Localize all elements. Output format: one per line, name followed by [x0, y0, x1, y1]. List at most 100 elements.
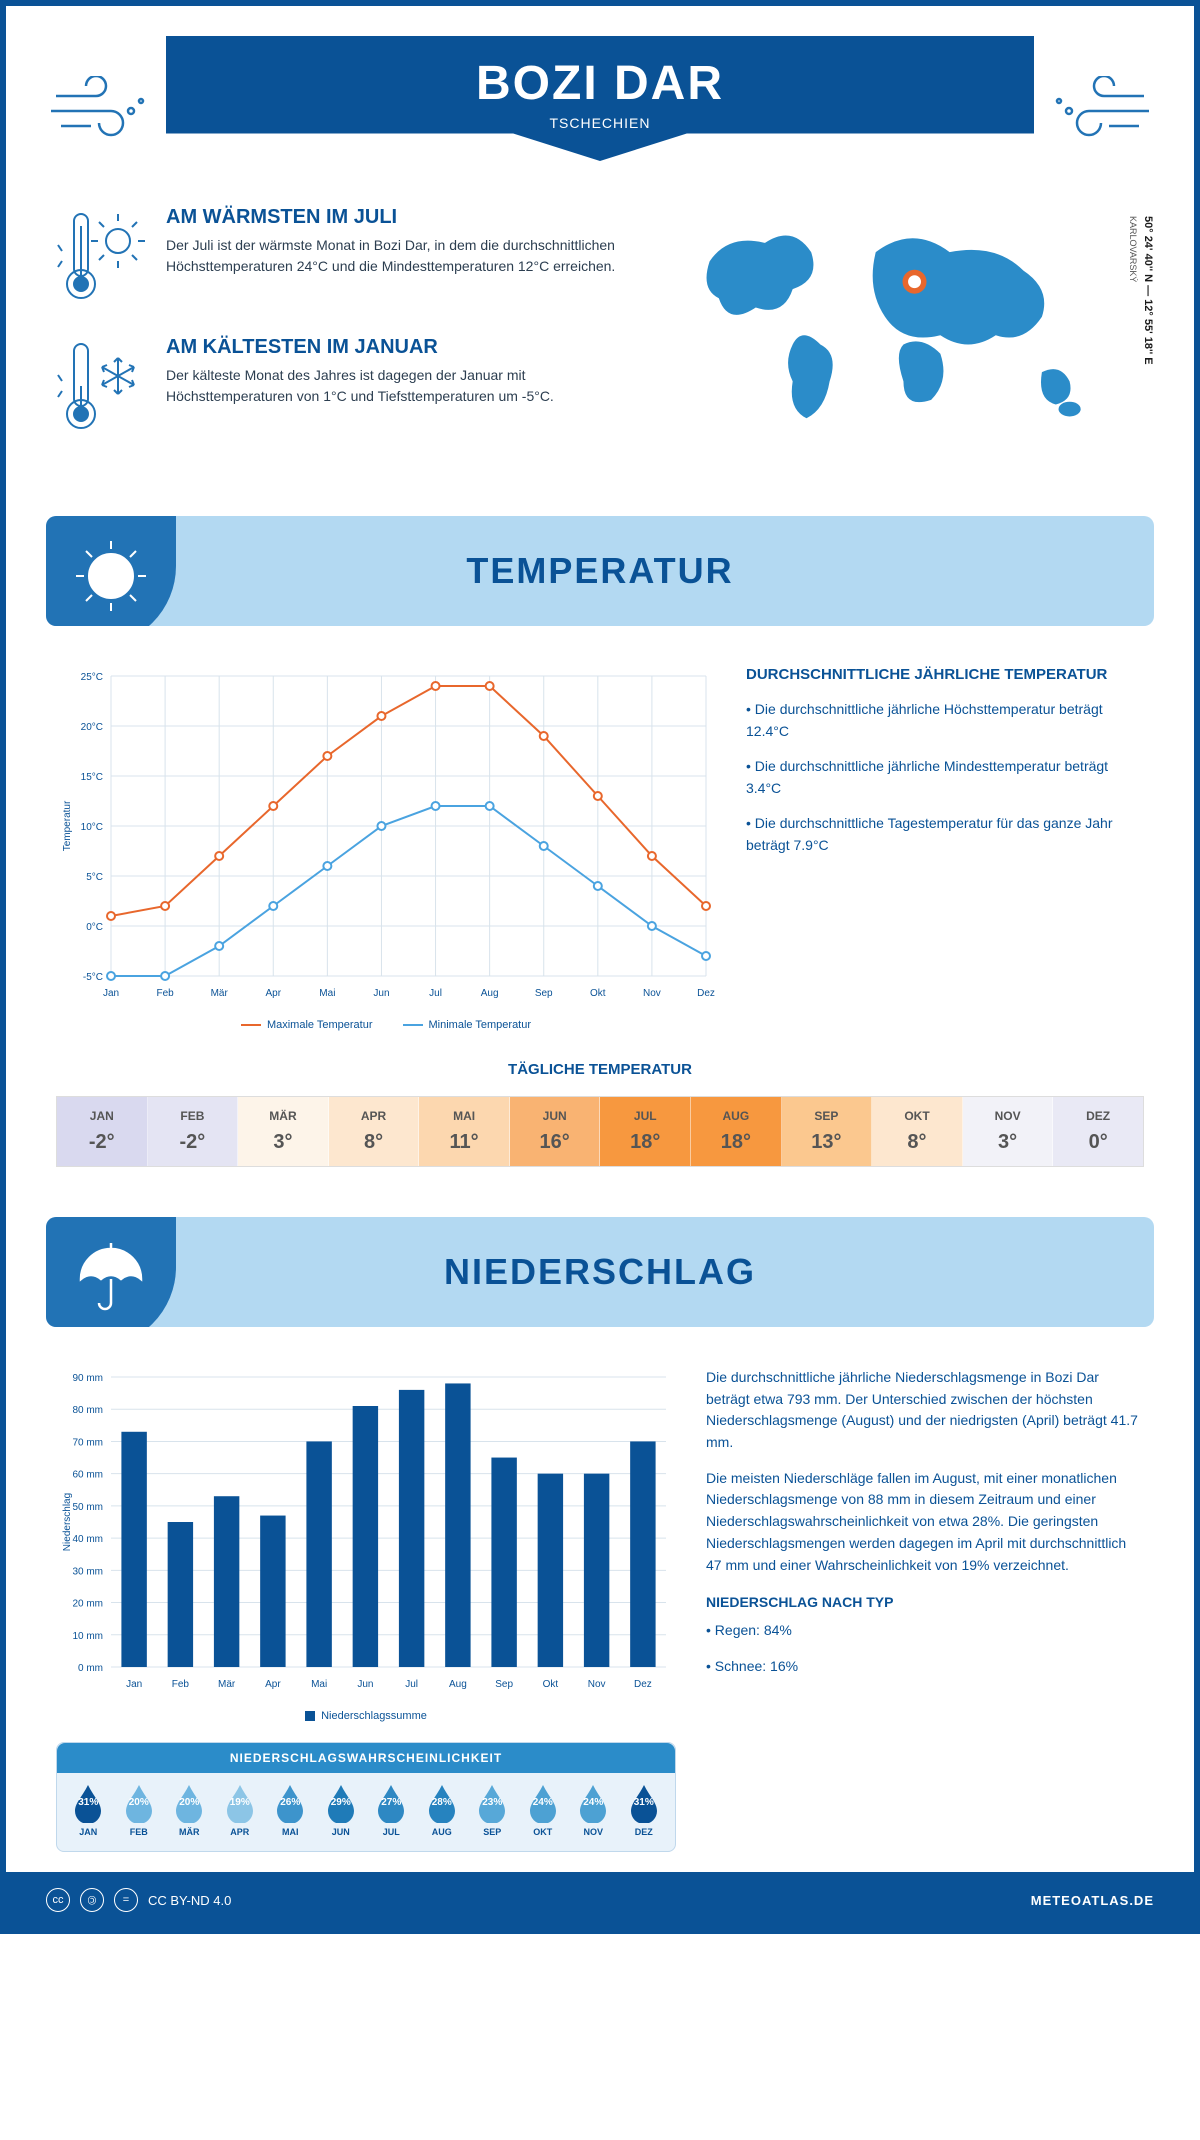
cc-icon: cc	[46, 1888, 70, 1912]
svg-text:Nov: Nov	[588, 1679, 606, 1690]
prob-cell: 26%MAI	[265, 1783, 316, 1837]
svg-text:Feb: Feb	[156, 988, 174, 999]
svg-text:40 mm: 40 mm	[72, 1534, 103, 1545]
svg-text:Sep: Sep	[495, 1679, 513, 1690]
svg-text:-5°C: -5°C	[83, 972, 103, 983]
precip-type: • Schnee: 16%	[706, 1656, 1144, 1678]
prob-cell: 31%JAN	[63, 1783, 114, 1837]
svg-text:20 mm: 20 mm	[72, 1599, 103, 1610]
coordinates: 50° 24' 40'' N — 12° 55' 18'' E	[1142, 216, 1154, 365]
temp-cell: OKT8°	[872, 1097, 963, 1166]
world-map	[663, 206, 1144, 446]
svg-text:Jun: Jun	[357, 1679, 373, 1690]
prob-cell: 29%JUN	[316, 1783, 367, 1837]
chart-legend: Niederschlagssumme	[56, 1710, 676, 1722]
svg-text:Feb: Feb	[172, 1679, 190, 1690]
svg-text:20°C: 20°C	[81, 722, 103, 733]
svg-text:15°C: 15°C	[81, 772, 103, 783]
svg-text:Nov: Nov	[643, 988, 661, 999]
temp-cell: MAI11°	[419, 1097, 510, 1166]
svg-text:Sep: Sep	[535, 988, 553, 999]
svg-text:25°C: 25°C	[81, 672, 103, 683]
prob-cell: 24%NOV	[568, 1783, 619, 1837]
precipitation-probability-box: NIEDERSCHLAGSWAHRSCHEINLICHKEIT 31%JAN20…	[56, 1742, 676, 1852]
text-bullet: • Die durchschnittliche Tagestemperatur …	[746, 812, 1144, 857]
svg-text:0°C: 0°C	[86, 922, 103, 933]
wind-icon	[46, 76, 156, 151]
svg-text:Jul: Jul	[429, 988, 442, 999]
svg-text:Aug: Aug	[481, 988, 499, 999]
wind-icon	[1044, 76, 1154, 151]
precipitation-bar-chart: 0 mm10 mm20 mm30 mm40 mm50 mm60 mm70 mm8…	[56, 1367, 676, 1697]
temperature-line-chart: -5°C 0°C 5°C 10°C 15°C 20°C 25°C Jan Feb Mär Apr Ma…	[56, 666, 716, 1006]
prob-cell: 24%OKT	[518, 1783, 569, 1837]
prob-cell: 23%SEP	[467, 1783, 518, 1837]
section-precipitation: NIEDERSCHLAG	[46, 1217, 1154, 1327]
svg-text:Niederschlag: Niederschlag	[62, 1493, 73, 1551]
svg-text:Mai: Mai	[311, 1679, 327, 1690]
prob-cell: 20%MÄR	[164, 1783, 215, 1837]
prob-cell: 31%DEZ	[619, 1783, 670, 1837]
prob-cell: 20%FEB	[114, 1783, 165, 1837]
svg-text:Mai: Mai	[319, 988, 335, 999]
precip-text: Die meisten Niederschläge fallen im Augu…	[706, 1468, 1144, 1576]
svg-text:Okt: Okt	[543, 1679, 559, 1690]
svg-text:Jan: Jan	[103, 988, 119, 999]
svg-text:10°C: 10°C	[81, 822, 103, 833]
svg-text:Jun: Jun	[373, 988, 389, 999]
svg-text:Apr: Apr	[265, 988, 281, 999]
svg-text:Temperatur: Temperatur	[62, 800, 73, 851]
nd-icon: =	[114, 1888, 138, 1912]
page-title: BOZI DAR	[166, 56, 1034, 111]
text-bullet: • Die durchschnittliche jährliche Höchst…	[746, 698, 1144, 743]
thermometer-snowflake-icon	[56, 336, 146, 441]
svg-text:90 mm: 90 mm	[72, 1373, 103, 1384]
fact-text: Der kälteste Monat des Jahres ist dagege…	[166, 365, 633, 407]
svg-text:80 mm: 80 mm	[72, 1405, 103, 1416]
page-subtitle: TSCHECHIEN	[166, 115, 1034, 131]
prob-cell: 28%AUG	[417, 1783, 468, 1837]
fact-text: Der Juli ist der wärmste Monat in Bozi D…	[166, 235, 633, 277]
prob-cell: 19%APR	[215, 1783, 266, 1837]
svg-text:Jul: Jul	[405, 1679, 418, 1690]
footer: cc 🄯 = CC BY-ND 4.0 METEOATLAS.DE	[6, 1872, 1194, 1928]
svg-text:30 mm: 30 mm	[72, 1566, 103, 1577]
site-name: METEOATLAS.DE	[1031, 1893, 1154, 1908]
svg-text:Dez: Dez	[634, 1679, 652, 1690]
svg-text:Okt: Okt	[590, 988, 606, 999]
text-heading: DURCHSCHNITTLICHE JÄHRLICHE TEMPERATUR	[746, 666, 1144, 683]
temp-cell: DEZ0°	[1053, 1097, 1143, 1166]
section-heading: NIEDERSCHLAG	[46, 1251, 1154, 1293]
temp-cell: SEP13°	[782, 1097, 873, 1166]
header-banner: BOZI DAR TSCHECHIEN	[166, 36, 1034, 161]
chart-legend: Maximale Temperatur Minimale Temperatur	[56, 1019, 716, 1031]
daily-temp-heading: TÄGLICHE TEMPERATUR	[56, 1061, 1144, 1078]
prob-heading: NIEDERSCHLAGSWAHRSCHEINLICHKEIT	[57, 1743, 675, 1773]
svg-text:Mär: Mär	[218, 1679, 236, 1690]
daily-temp-table: JAN-2°FEB-2°MÄR3°APR8°MAI11°JUN16°JUL18°…	[56, 1096, 1144, 1167]
svg-text:Jan: Jan	[126, 1679, 142, 1690]
svg-text:0 mm: 0 mm	[78, 1663, 103, 1674]
section-temperature: TEMPERATUR	[46, 516, 1154, 626]
fact-coldest: AM KÄLTESTEN IM JANUAR Der kälteste Mona…	[56, 336, 633, 441]
svg-text:10 mm: 10 mm	[72, 1631, 103, 1642]
temp-cell: FEB-2°	[148, 1097, 239, 1166]
region-label: KARLOVARSKÝ	[1128, 216, 1138, 282]
thermometer-sun-icon	[56, 206, 146, 311]
temp-cell: AUG18°	[691, 1097, 782, 1166]
umbrella-icon	[71, 1237, 151, 1322]
license-text: CC BY-ND 4.0	[148, 1893, 231, 1908]
svg-text:Mär: Mär	[211, 988, 229, 999]
svg-text:5°C: 5°C	[86, 872, 103, 883]
svg-text:Dez: Dez	[697, 988, 715, 999]
fact-title: AM KÄLTESTEN IM JANUAR	[166, 336, 633, 359]
fact-warmest: AM WÄRMSTEN IM JULI Der Juli ist der wär…	[56, 206, 633, 311]
text-bullet: • Die durchschnittliche jährliche Mindes…	[746, 755, 1144, 800]
prob-cell: 27%JUL	[366, 1783, 417, 1837]
temp-cell: NOV3°	[963, 1097, 1054, 1166]
attribution-icon: 🄯	[80, 1888, 104, 1912]
temp-cell: JUL18°	[600, 1097, 691, 1166]
precip-text: Die durchschnittliche jährliche Niedersc…	[706, 1367, 1144, 1454]
svg-text:Aug: Aug	[449, 1679, 467, 1690]
temp-cell: APR8°	[329, 1097, 420, 1166]
